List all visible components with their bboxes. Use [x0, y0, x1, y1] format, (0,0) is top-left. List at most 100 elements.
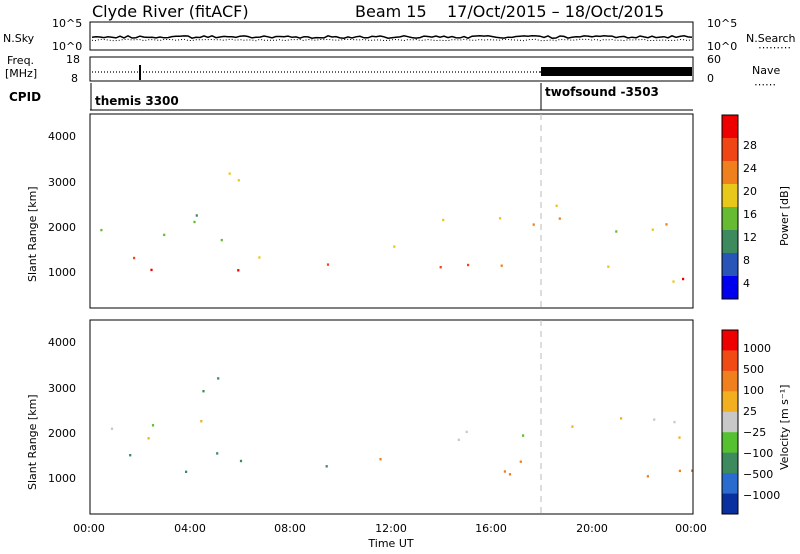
power-data-cell: [442, 218, 445, 222]
power-data-cell: [682, 277, 685, 281]
velocity-ytick-4000: 4000: [48, 336, 76, 349]
velocity-panel-frame: [89, 319, 694, 515]
cpid-first-name: themis 3300: [95, 94, 179, 108]
power-data-cell: [133, 256, 136, 260]
velocity-ylabel: Slant Range [km]: [26, 394, 39, 490]
velocity-data-cell: [522, 434, 525, 437]
velocity-cbar-tick-neg25: −25: [743, 426, 766, 439]
velocity-data-cell: [465, 430, 468, 434]
xtick-3: 12:00: [375, 522, 407, 535]
power-colorbar-swatch: [722, 207, 738, 231]
nsky-tick-bottom: 10^0: [52, 40, 82, 53]
power-cbar-tick-8: 8: [743, 254, 750, 267]
xlabel: Time UT: [367, 537, 413, 550]
velocity-cbar-tick-1000: 1000: [743, 342, 771, 355]
power-cbar-tick-20: 20: [743, 185, 757, 198]
power-colorbar-swatch: [722, 184, 738, 208]
velocity-colorbar-ticks: 1000 500 100 25 −25 −100 −500 −1000: [743, 342, 780, 502]
nave-dots: ⋯⋯: [754, 78, 776, 91]
power-cbar-tick-4: 4: [743, 277, 750, 290]
velocity-colorbar-swatch: [722, 411, 738, 433]
nsearch-tick-bottom: 10^0: [707, 40, 737, 53]
nsearch-tick-top: 10^5: [707, 17, 737, 30]
power-colorbar-swatch: [722, 161, 738, 185]
velocity-data-cell: [571, 425, 574, 428]
velocity-data-cell: [147, 437, 150, 440]
nsky-trace: [91, 34, 693, 40]
velocity-data-cell: [200, 420, 203, 423]
velocity-data-cell: [646, 475, 649, 478]
velocity-colorbar-swatch: [722, 473, 738, 494]
xtick-1: 04:00: [174, 522, 206, 535]
power-cbar-label: Power [dB]: [778, 186, 791, 246]
power-scatter-cells: [100, 172, 685, 283]
freq-tick-bottom: 8: [71, 72, 78, 85]
velocity-cbar-tick-25: 25: [743, 405, 757, 418]
velocity-data-cell: [691, 469, 694, 472]
velocity-data-cell: [620, 417, 623, 420]
velocity-cbar-tick-neg500: −500: [743, 468, 773, 481]
velocity-data-cell: [457, 438, 460, 441]
power-data-cell: [237, 269, 240, 272]
velocity-cbar-tick-neg100: −100: [743, 447, 773, 460]
power-colorbar-swatch: [722, 138, 738, 162]
beam-title: Beam 15: [355, 2, 427, 21]
velocity-data-cell: [678, 469, 681, 473]
power-panel-frame: [89, 113, 694, 309]
power-colorbar-swatch: [722, 115, 738, 139]
velocity-data-cell: [110, 427, 114, 430]
power-data-cell: [532, 223, 535, 226]
velocity-panel: [89, 319, 694, 515]
velocity-ytick-3000: 3000: [48, 382, 76, 395]
power-data-cell: [615, 230, 618, 233]
power-ytick-3000: 3000: [48, 176, 76, 189]
velocity-ytick-1000: 1000: [48, 472, 76, 485]
velocity-cbar-tick-100: 100: [743, 384, 764, 397]
power-colorbar-ticks: 28 24 20 16 12 8 4: [743, 139, 757, 290]
power-data-cell: [163, 233, 166, 237]
freq-label-line1: Freq.: [7, 54, 34, 67]
power-cbar-tick-24: 24: [743, 162, 757, 175]
power-colorbar: [721, 114, 739, 300]
power-data-cell: [558, 217, 561, 220]
xtick-5: 20:00: [576, 522, 608, 535]
power-ytick-4000: 4000: [48, 130, 76, 143]
power-data-cell: [258, 256, 261, 259]
velocity-data-cell: [379, 458, 382, 461]
power-data-cell: [672, 280, 675, 283]
velocity-cbar-label: Velocity [m s⁻¹]: [778, 385, 791, 470]
velocity-cbar-tick-500: 500: [743, 363, 764, 376]
power-colorbar-frame: [721, 114, 739, 300]
velocity-colorbar: [721, 329, 739, 515]
velocity-data-cell: [129, 454, 132, 457]
velocity-data-cell: [217, 377, 220, 380]
date-range-title: 17/Oct/2015 – 18/Oct/2015: [447, 2, 664, 21]
power-data-cell: [150, 268, 153, 272]
power-cbar-tick-28: 28: [743, 139, 757, 152]
nave-label: Nave: [752, 64, 780, 77]
power-data-cell: [100, 228, 103, 232]
velocity-colorbar-swatch: [722, 350, 738, 372]
velocity-data-cell: [503, 470, 506, 473]
power-data-cell: [500, 264, 503, 267]
velocity-scatter-cells: [110, 377, 694, 478]
power-cbar-tick-16: 16: [743, 208, 757, 221]
station-title: Clyde River (fitACF): [92, 2, 249, 21]
power-panel: [89, 113, 694, 309]
nave-dense-block: [541, 67, 692, 76]
nsky-panel-frame: [89, 21, 694, 51]
nave-tick-top: 60: [707, 53, 721, 66]
power-colorbar-swatch: [722, 230, 738, 254]
power-data-cell: [326, 263, 330, 266]
power-data-cell: [607, 265, 610, 268]
velocity-colorbar-swatch: [722, 391, 738, 413]
power-data-cell: [193, 220, 196, 224]
velocity-colorbar-swatch: [722, 493, 738, 515]
velocity-cbar-tick-neg1000: −1000: [743, 489, 780, 502]
velocity-colorbar-swatch: [722, 330, 738, 351]
power-data-cell: [467, 263, 470, 267]
freq-panel-frame: [89, 56, 694, 82]
freq-label-line2: [MHz]: [5, 67, 37, 80]
xtick-6: 00:00: [675, 522, 707, 535]
xtick-4: 16:00: [475, 522, 507, 535]
